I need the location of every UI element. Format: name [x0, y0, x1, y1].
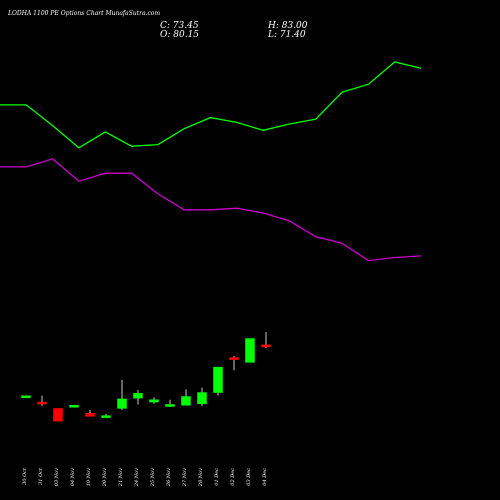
x-tick-label: 31 Oct	[38, 467, 44, 485]
candle	[53, 408, 63, 422]
candle-body	[245, 338, 255, 363]
candle-body	[197, 392, 207, 404]
x-tick-label: 28 Nov	[198, 468, 204, 487]
candle-body	[213, 366, 223, 393]
candle	[165, 399, 175, 407]
x-tick-label: 02 Dec	[230, 468, 236, 486]
candle-body	[165, 404, 175, 407]
candle-body	[101, 415, 111, 418]
open-readout: O: 80.15	[160, 30, 200, 40]
candle-body	[181, 396, 191, 406]
x-tick-label: 01 Dec	[214, 468, 220, 486]
candle	[85, 410, 95, 417]
candle-body	[37, 401, 47, 405]
candle-body	[21, 395, 31, 398]
candle-body	[133, 393, 143, 399]
candle	[213, 366, 223, 396]
candle-body	[69, 405, 79, 408]
candle	[21, 395, 31, 398]
x-tick-label: 21 Nov	[118, 468, 124, 487]
x-tick-label: 03 Nov	[54, 468, 60, 486]
candle-body	[53, 408, 63, 422]
candle-body	[117, 398, 127, 409]
candle	[117, 379, 127, 411]
lower-band-line	[0, 158, 422, 262]
x-tick-label: 26 Nov	[166, 468, 172, 487]
x-tick-label: 04 Nov	[70, 468, 76, 486]
x-tick-label: 25 Nov	[150, 468, 156, 487]
x-tick-label: 24 Nov	[134, 468, 140, 487]
chart-title: LODHA 1100 PE Options Chart MunafaSutra.…	[8, 10, 161, 17]
x-tick-label: 20 Nov	[102, 468, 108, 487]
x-tick-label: 30 Oct	[22, 467, 28, 485]
candle	[37, 395, 47, 407]
x-tick-label: 27 Nov	[182, 468, 188, 487]
candle-body	[149, 399, 159, 403]
upper-band-line	[0, 61, 422, 149]
candle	[229, 356, 239, 371]
high-readout: H: 83.00	[268, 21, 308, 31]
x-tick-label: 10 Nov	[86, 468, 92, 486]
candle-body	[85, 412, 95, 417]
candle	[69, 405, 79, 408]
x-tick-label: 03 Dec	[246, 468, 252, 486]
candle-body	[261, 344, 271, 348]
candle	[101, 414, 111, 418]
candle	[245, 338, 255, 363]
candle	[133, 390, 143, 405]
candle	[149, 397, 159, 404]
candle-body	[229, 357, 239, 360]
candle	[181, 389, 191, 406]
candle	[261, 332, 271, 349]
candle	[197, 387, 207, 407]
close-readout: C: 73.45	[160, 21, 199, 31]
x-tick-label: 04 Dec	[262, 468, 268, 486]
low-readout: L: 71.40	[268, 30, 306, 40]
